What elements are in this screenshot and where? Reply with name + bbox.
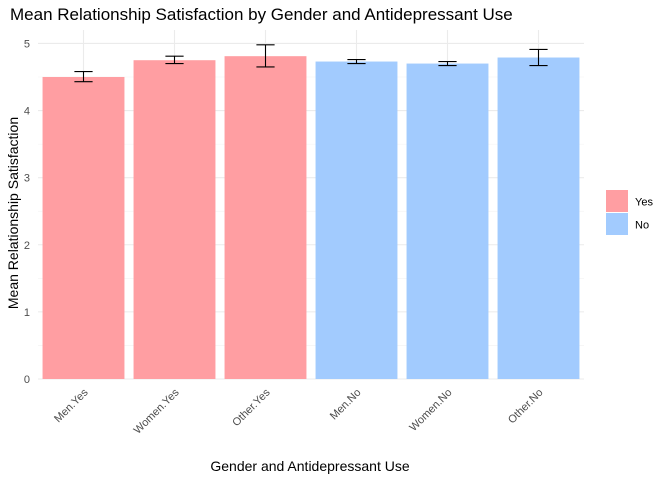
x-tick-label: Women.No bbox=[407, 387, 454, 434]
x-tick-label: Other.No bbox=[506, 387, 546, 427]
x-axis-ticks: Men.Yes Women.Yes Other.Yes Men.No Women.No O… bbox=[52, 386, 545, 436]
x-tick-label: Other.Yes bbox=[230, 386, 273, 429]
error-bar-other-no bbox=[529, 48, 548, 67]
legend-label-yes: Yes bbox=[635, 197, 653, 209]
y-axis-title: Mean Relationship Satisfaction bbox=[5, 117, 21, 309]
y-tick-label: 1 bbox=[24, 307, 30, 319]
error-bar-women-yes bbox=[165, 55, 184, 65]
bars-group bbox=[42, 56, 580, 380]
legend-swatch-no bbox=[606, 213, 628, 235]
bar-other-yes bbox=[224, 56, 307, 380]
error-bar-men-no bbox=[347, 58, 366, 65]
y-tick-label: 2 bbox=[24, 240, 30, 252]
error-bars-group bbox=[74, 44, 548, 83]
x-tick-label: Men.Yes bbox=[52, 386, 91, 425]
chart-title: Mean Relationship Satisfaction by Gender… bbox=[10, 5, 513, 24]
x-axis-title: Gender and Antidepressant Use bbox=[210, 458, 409, 474]
error-bar-other-yes bbox=[256, 44, 275, 68]
legend: Yes No bbox=[606, 190, 653, 235]
bar-women-no bbox=[406, 63, 489, 380]
bar-other-no bbox=[497, 57, 580, 380]
x-tick-label: Men.No bbox=[328, 387, 364, 423]
legend-label-no: No bbox=[635, 220, 649, 232]
bar-women-yes bbox=[133, 60, 216, 379]
bar-men-no bbox=[315, 61, 398, 380]
y-tick-label: 4 bbox=[24, 106, 30, 118]
y-tick-label: 3 bbox=[24, 173, 30, 185]
error-bar-women-no bbox=[438, 60, 457, 67]
legend-swatch-yes bbox=[606, 190, 628, 212]
bar-men-yes bbox=[42, 76, 125, 379]
y-tick-label: 0 bbox=[24, 374, 30, 386]
y-axis-ticks: 0 1 2 3 4 5 bbox=[24, 38, 30, 386]
error-bar-men-yes bbox=[74, 71, 93, 83]
x-tick-label: Women.Yes bbox=[132, 386, 182, 436]
y-tick-label: 5 bbox=[24, 38, 30, 50]
